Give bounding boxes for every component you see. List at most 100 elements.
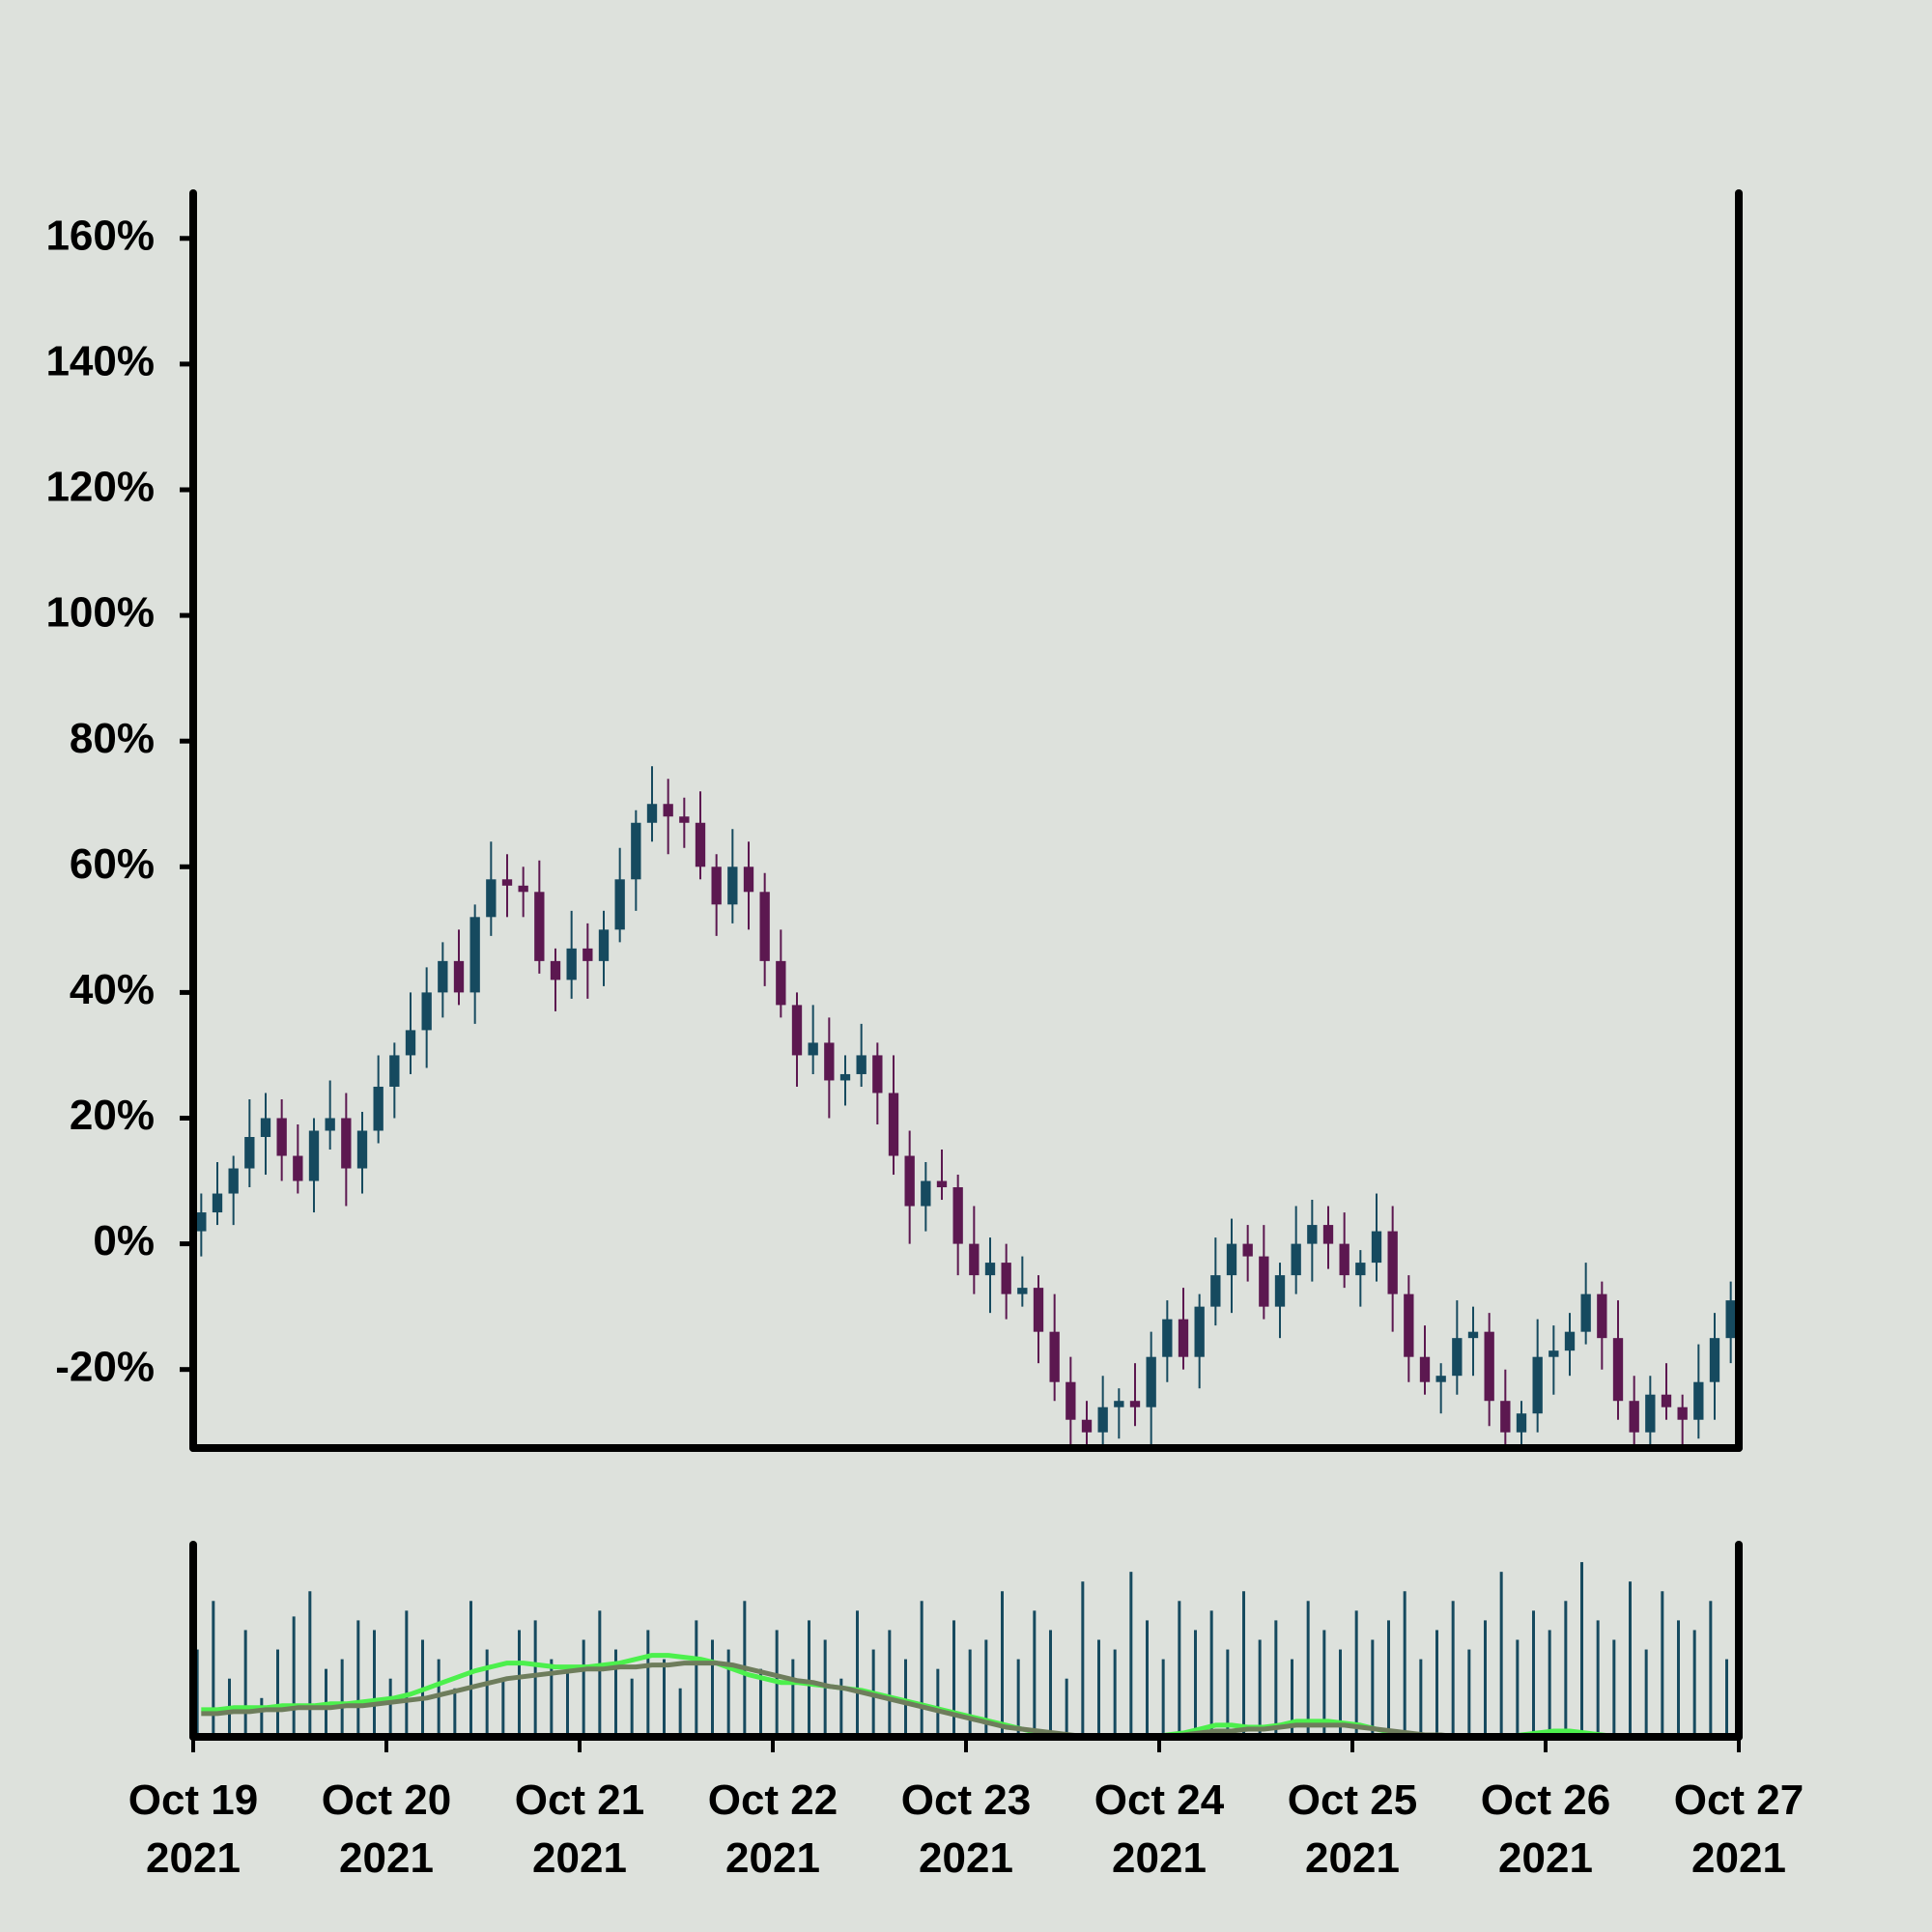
volume-bar xyxy=(1387,1620,1390,1737)
volume-bar xyxy=(485,1649,489,1737)
candle-body xyxy=(969,1243,980,1276)
candle-body xyxy=(1114,1401,1124,1407)
candle-body xyxy=(872,1055,883,1094)
volume-bar xyxy=(808,1620,810,1737)
volume-bar xyxy=(1291,1659,1293,1737)
candle-body xyxy=(1274,1275,1286,1307)
volume-bar xyxy=(469,1601,472,1737)
x-tick-label: Oct 21 2021 xyxy=(514,1776,645,1882)
candle-body xyxy=(1162,1319,1173,1357)
candle-body xyxy=(856,1055,867,1074)
volume-bar xyxy=(598,1610,602,1737)
volume-bar xyxy=(856,1610,859,1737)
volume-bar xyxy=(1548,1630,1551,1737)
x-tick-label: Oct 26 2021 xyxy=(1480,1776,1611,1882)
volume-bar xyxy=(1274,1620,1278,1737)
volume-bar xyxy=(726,1649,730,1737)
candle-body xyxy=(1178,1319,1189,1357)
volume-bar xyxy=(614,1649,617,1737)
volume-bar xyxy=(276,1649,279,1737)
volume-bar xyxy=(1677,1620,1680,1737)
candle-body xyxy=(1467,1331,1479,1339)
volume-bar xyxy=(823,1639,827,1737)
candle-body xyxy=(631,822,641,880)
volume-bar xyxy=(308,1591,312,1737)
candle-body xyxy=(711,867,722,905)
x-tick-label: Oct 25 2021 xyxy=(1287,1776,1418,1882)
volume-bar xyxy=(711,1639,714,1737)
volume-bar xyxy=(1113,1649,1117,1737)
candle-body xyxy=(759,892,770,961)
volume-bar xyxy=(1242,1591,1245,1737)
volume-bar xyxy=(1580,1562,1583,1737)
y-tick-label: 160% xyxy=(45,212,155,259)
candle-body xyxy=(293,1155,303,1181)
volume-bar xyxy=(1306,1601,1310,1737)
volume-bar xyxy=(1194,1630,1197,1737)
candle-body xyxy=(936,1180,948,1188)
candle-body xyxy=(614,879,625,930)
volume-bar xyxy=(212,1601,215,1737)
volume-bar xyxy=(243,1630,247,1737)
volume-bar xyxy=(1661,1591,1664,1737)
candle-body xyxy=(1516,1413,1527,1433)
volume-bar xyxy=(1049,1630,1052,1737)
volume-bar xyxy=(1178,1601,1181,1737)
candle-body xyxy=(1500,1401,1511,1433)
candle-body xyxy=(598,929,610,961)
volume-bar xyxy=(518,1630,521,1737)
volume-bar xyxy=(405,1610,409,1737)
x-tick-label: Oct 27 2021 xyxy=(1673,1776,1804,1882)
volume-bar xyxy=(1322,1630,1326,1737)
volume-bar xyxy=(1596,1620,1600,1737)
volume-bar xyxy=(984,1639,988,1737)
candle-body xyxy=(1564,1331,1576,1351)
volume-bar xyxy=(1081,1581,1085,1737)
candle-body xyxy=(1146,1356,1156,1407)
candle-body xyxy=(550,960,561,980)
volume-bar xyxy=(695,1620,698,1737)
volume-bar xyxy=(952,1620,955,1737)
volume-bar xyxy=(373,1630,376,1737)
candle-body xyxy=(1645,1394,1656,1433)
candle-body xyxy=(1001,1263,1011,1294)
candle-body xyxy=(1017,1288,1028,1294)
volume-bar xyxy=(453,1688,457,1737)
candle-body xyxy=(196,1212,207,1232)
volume-bar xyxy=(1033,1610,1037,1737)
candle-body xyxy=(1194,1306,1205,1357)
volume-bar xyxy=(1209,1610,1213,1737)
candle-body xyxy=(1355,1263,1366,1276)
candle-body xyxy=(1612,1338,1624,1402)
candle-body xyxy=(888,1093,899,1156)
volume-bar xyxy=(888,1630,892,1737)
candle-body xyxy=(904,1155,915,1207)
x-tick-label: Oct 20 2021 xyxy=(321,1776,452,1882)
candle-body xyxy=(1419,1356,1431,1382)
volume-bar xyxy=(340,1659,344,1737)
volume-bar xyxy=(1709,1601,1713,1737)
volume-bar xyxy=(1467,1649,1471,1737)
volume-bar xyxy=(437,1659,440,1737)
volume-bar xyxy=(1354,1610,1358,1737)
candle-body xyxy=(808,1042,818,1056)
candle-body xyxy=(679,816,690,823)
volume-bar xyxy=(1564,1601,1568,1737)
candle-body xyxy=(1484,1331,1494,1402)
volume-bar xyxy=(1403,1591,1406,1737)
candle-body xyxy=(582,948,593,961)
candle-body xyxy=(743,867,754,893)
candle-body xyxy=(486,879,497,918)
x-tick-label: Oct 24 2021 xyxy=(1094,1776,1225,1882)
volume-bar xyxy=(920,1601,923,1737)
y-tick-label: 100% xyxy=(45,589,155,637)
candle-body xyxy=(1629,1401,1639,1433)
candle-body xyxy=(1677,1406,1688,1420)
y-tick-label: 80% xyxy=(70,715,155,762)
price-plot xyxy=(196,766,1736,1448)
volume-bar xyxy=(582,1639,585,1737)
candle-body xyxy=(1242,1243,1253,1257)
volume-bar xyxy=(1499,1572,1503,1737)
